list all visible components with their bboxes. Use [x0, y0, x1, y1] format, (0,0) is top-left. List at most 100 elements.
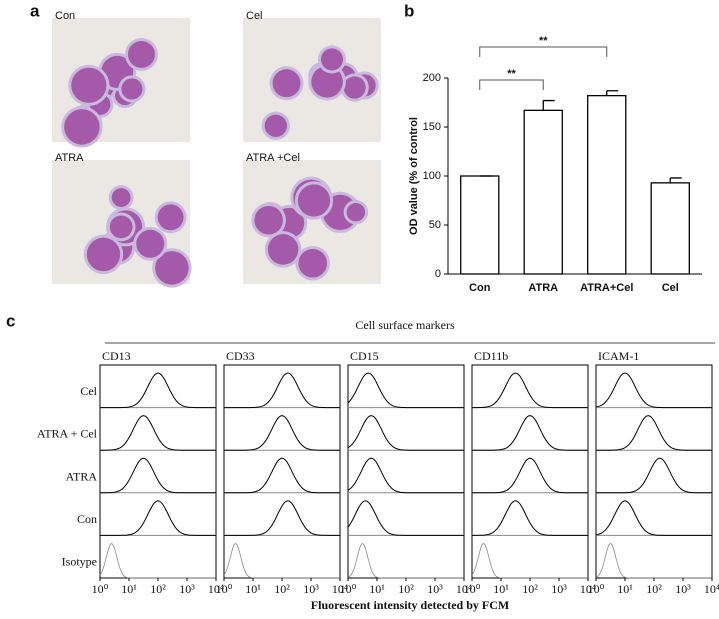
histogram-curve [100, 500, 216, 536]
nucleus [121, 78, 143, 100]
marker-label: CD15 [350, 349, 379, 363]
x-tick-label: 10³ [427, 582, 443, 596]
y-tick-label: 200 [423, 72, 441, 84]
histogram-curve [347, 542, 464, 579]
bar [587, 94, 627, 275]
histogram-curve [347, 500, 464, 536]
marker-label: CD13 [102, 349, 131, 363]
histogram-curve [223, 542, 340, 579]
marker-label: CD11b [474, 349, 508, 363]
x-tick-label: 10² [274, 582, 290, 596]
nucleus [127, 40, 155, 68]
flow-title: Cell surface markers [355, 318, 455, 332]
histogram-curve [224, 500, 340, 536]
nucleus [297, 184, 331, 217]
y-tick-label: 0 [435, 268, 441, 280]
y-tick-label: 100 [423, 170, 441, 182]
x-tick-label: 10³ [179, 582, 195, 596]
x-tick-label: 10⁰ [588, 582, 605, 596]
condition-label: ATRA + Cel [37, 427, 98, 441]
x-tick-label: 10⁴ [332, 582, 348, 596]
x-tick-label: ATRA [528, 282, 558, 294]
histogram-box [99, 364, 217, 579]
histogram-curve [99, 542, 216, 579]
marker-label: ICAM-1 [598, 349, 639, 363]
x-tick-label: 10¹ [245, 582, 261, 596]
x-tick-label: ATRA+Cel [580, 282, 633, 294]
panel-label: a [30, 1, 40, 20]
x-tick-label: 10⁴ [580, 582, 596, 596]
flow-xlabel: Fluorescent intensity detected by FCM [311, 598, 509, 612]
histogram-curve [472, 372, 588, 409]
condition-label: ATRA [66, 469, 98, 483]
nucleus [71, 67, 107, 103]
histogram-curve [347, 415, 464, 451]
x-tick-label: 10⁴ [456, 582, 472, 596]
x-tick-label: 10⁴ [208, 582, 224, 596]
x-tick-label: 10⁰ [92, 582, 109, 596]
micrograph-label: ATRA +Cel [246, 152, 300, 164]
nucleus [109, 215, 133, 239]
x-tick-label: 10⁰ [340, 582, 357, 596]
micrograph-label: ATRA [55, 152, 84, 164]
histogram-curve [224, 457, 340, 494]
nucleus [157, 204, 184, 231]
nucleus [86, 237, 121, 272]
bar [460, 175, 500, 275]
nucleus [311, 65, 343, 98]
x-tick-label: 10¹ [493, 582, 509, 596]
bar [523, 109, 563, 275]
error-bar [542, 99, 555, 111]
panel-label: b [404, 1, 414, 20]
significance-bracket [479, 79, 544, 90]
x-tick-label: Cel [662, 282, 679, 294]
histogram-curve [100, 372, 216, 409]
bar [650, 182, 690, 275]
nucleus [64, 109, 100, 145]
error-bar [606, 90, 619, 96]
x-tick-label: 10⁰ [216, 582, 233, 596]
micrograph-label: Cel [246, 10, 263, 22]
condition-label: Isotype [62, 554, 97, 568]
x-tick-label: 10⁰ [464, 582, 481, 596]
nucleus [346, 202, 366, 222]
y-tick-label: 50 [429, 219, 441, 231]
nucleus [267, 234, 299, 265]
histogram-curve [472, 500, 588, 536]
x-tick-label: 10⁴ [704, 582, 719, 596]
x-tick-label: 10² [646, 582, 662, 596]
nucleus [298, 248, 328, 278]
histogram-curve [224, 372, 340, 409]
y-axis-label: OD value (% of control [408, 117, 420, 235]
histogram-curve [595, 372, 712, 409]
x-tick-label: 10¹ [121, 582, 137, 596]
nucleus [320, 48, 343, 71]
marker-label: CD33 [226, 349, 255, 363]
histogram-curve [472, 457, 588, 494]
histogram-box [347, 364, 465, 579]
histogram-box [471, 364, 589, 579]
x-tick-label: 10³ [675, 582, 691, 596]
histogram-curve [347, 372, 464, 409]
micrograph-label: Con [55, 10, 75, 22]
error-bar [669, 177, 682, 183]
histogram-curve [100, 457, 216, 494]
histogram-curve [596, 457, 712, 494]
x-tick-label: Con [469, 282, 491, 294]
y-tick-label: 150 [423, 121, 441, 133]
condition-label: Con [77, 512, 97, 526]
nucleus [136, 229, 165, 258]
histogram-box [595, 364, 713, 579]
nucleus [111, 188, 131, 208]
histogram-box [223, 364, 341, 579]
nucleus [264, 114, 287, 137]
x-tick-label: 10² [150, 582, 166, 596]
histogram-curve [596, 415, 712, 451]
histogram-curve [100, 415, 216, 451]
significance-bracket [479, 46, 608, 57]
condition-label: Cel [80, 384, 97, 398]
nucleus [272, 69, 301, 98]
x-tick-label: 10² [522, 582, 538, 596]
nucleus [254, 205, 283, 235]
